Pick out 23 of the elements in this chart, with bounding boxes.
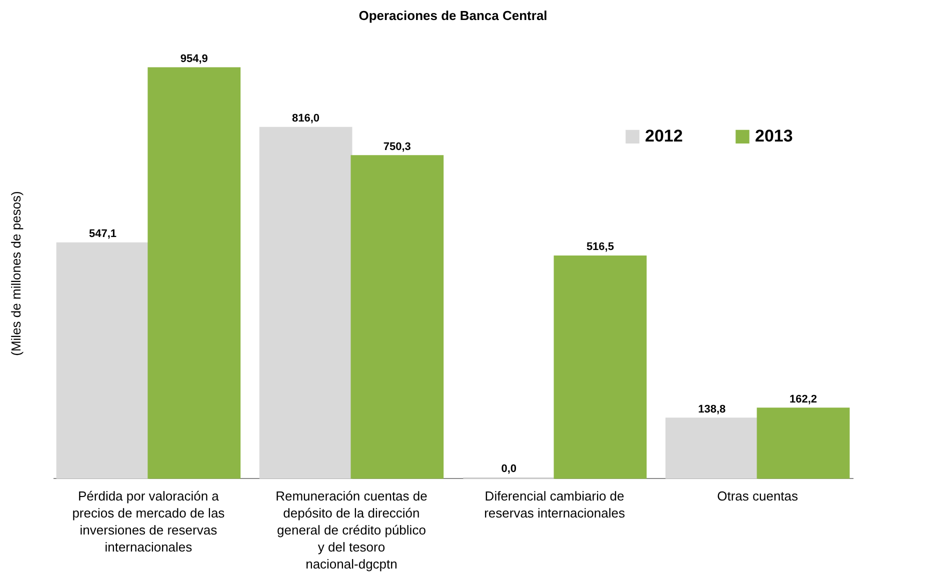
data-label: 162,2 — [789, 393, 818, 406]
bar — [259, 126, 352, 479]
bar — [148, 67, 241, 479]
data-label: 138,8 — [698, 403, 726, 416]
data-label: 547,1 — [88, 228, 117, 240]
data-label: 954,9 — [180, 53, 208, 65]
bar — [756, 408, 850, 479]
data-label: 516,5 — [586, 241, 614, 254]
x-tick-label: Remuneración cuentas de depósito de la dirección general de crédito público y del tesoro nacional-dgcptn — [276, 488, 428, 572]
bar — [665, 418, 758, 479]
x-tick-label: Diferencial cambiario de reservas internacionales — [484, 488, 626, 520]
bar — [554, 255, 647, 479]
data-label: 750,3 — [383, 140, 411, 153]
bar — [350, 155, 444, 479]
data-label: 0,0 — [501, 463, 516, 475]
legend-label: 2012 — [645, 126, 683, 146]
legend-label: 2013 — [755, 126, 793, 146]
x-tick-label: Pérdida por valoración a precios de mercado de las inversiones de reservas internacionales — [72, 488, 226, 554]
bar — [56, 242, 150, 479]
data-label: 816,0 — [292, 112, 320, 125]
x-tick-label: Otras cuentas — [717, 488, 799, 504]
chart-title: Operaciones de Banca Central — [358, 8, 548, 23]
y-axis-title: (Miles de millones de pesos) — [8, 191, 24, 356]
